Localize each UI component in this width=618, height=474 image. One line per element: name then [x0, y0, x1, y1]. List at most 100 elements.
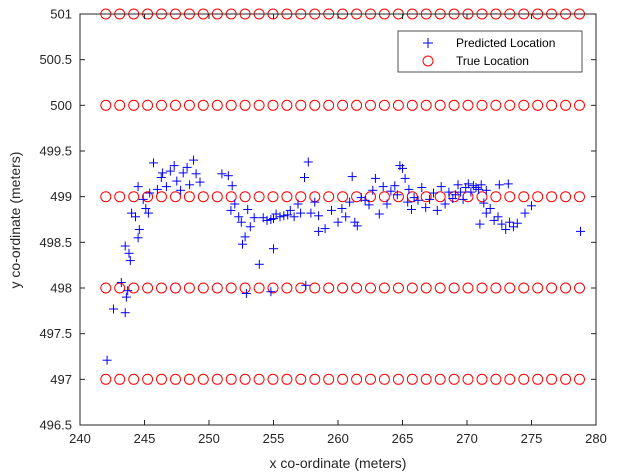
predicted-location-series — [102, 155, 585, 365]
true-location-point — [337, 191, 349, 203]
true-location-point — [253, 99, 265, 111]
true-location-point — [378, 99, 390, 111]
predicted-location-point — [392, 190, 402, 200]
predicted-location-point — [456, 187, 466, 197]
predicted-location-point — [378, 182, 388, 192]
true-location-point — [114, 99, 126, 111]
legend-plus-icon — [423, 38, 433, 48]
true-location-point — [378, 373, 390, 385]
true-location-point — [448, 99, 460, 111]
true-location-point — [406, 99, 418, 111]
predicted-location-point — [360, 195, 370, 205]
true-location-point — [476, 99, 488, 111]
predicted-location-point — [489, 215, 499, 225]
legend-label-predicted: Predicted Location — [456, 36, 555, 50]
true-location-point — [532, 191, 544, 203]
true-location-point — [156, 282, 167, 294]
true-location-point — [197, 99, 209, 111]
true-location-point — [560, 99, 572, 111]
x-tick-label: 245 — [134, 431, 156, 446]
true-location-point — [183, 99, 195, 111]
predicted-location-point — [158, 168, 168, 178]
true-location-point — [504, 282, 516, 294]
predicted-location-point — [347, 172, 357, 182]
true-location-point — [281, 373, 293, 385]
predicted-location-point — [320, 224, 330, 234]
true-location-point — [281, 99, 293, 111]
true-location-point — [295, 373, 307, 385]
true-location-point — [156, 373, 167, 385]
true-location-point — [406, 191, 418, 203]
predicted-location-point — [189, 155, 198, 165]
true-location-point — [518, 282, 530, 294]
predicted-location-point — [296, 208, 306, 218]
true-location-point — [309, 99, 321, 111]
predicted-location-point — [227, 181, 237, 191]
x-tick-label: 270 — [456, 431, 478, 446]
predicted-location-point — [429, 188, 438, 198]
true-location-point — [532, 99, 544, 111]
true-location-point — [420, 191, 432, 203]
predicted-location-point — [485, 204, 495, 213]
predicted-location-point — [217, 169, 227, 179]
x-tick-label: 240 — [69, 431, 91, 446]
true-location-point — [128, 191, 140, 203]
y-tick-label: 498.5 — [39, 235, 72, 250]
predicted-location-point — [116, 278, 126, 287]
true-location-point — [448, 282, 460, 294]
predicted-location-point — [254, 259, 264, 269]
predicted-location-point — [121, 292, 131, 302]
true-location-point — [197, 373, 209, 385]
true-location-point — [532, 373, 544, 385]
true-location-point — [337, 373, 349, 385]
true-location-point — [267, 373, 279, 385]
true-location-point — [462, 99, 474, 111]
predicted-location-point — [450, 190, 460, 200]
true-location-point — [406, 373, 418, 385]
true-location-point — [114, 373, 126, 385]
y-tick-label: 500.5 — [39, 52, 72, 67]
predicted-location-point — [382, 199, 392, 209]
true-location-point — [253, 373, 265, 385]
x-tick-label: 260 — [327, 431, 349, 446]
predicted-location-point — [156, 173, 166, 182]
true-location-point — [197, 282, 209, 294]
y-tick-label: 496.5 — [39, 418, 72, 433]
true-location-point — [323, 373, 335, 385]
true-location-point — [183, 282, 195, 294]
x-tick-label: 280 — [585, 431, 607, 446]
predicted-location-point — [266, 287, 276, 297]
true-location-point — [170, 99, 181, 111]
predicted-location-point — [314, 226, 324, 236]
predicted-location-point — [425, 194, 435, 204]
predicted-location-point — [109, 304, 118, 314]
predicted-location-point — [172, 176, 182, 186]
predicted-location-point — [494, 180, 504, 190]
true-location-point — [156, 191, 167, 203]
true-location-point — [560, 191, 572, 203]
predicted-location-point — [341, 212, 351, 222]
predicted-location-point — [123, 286, 133, 296]
predicted-location-point — [143, 208, 153, 218]
predicted-location-point — [368, 185, 378, 195]
predicted-location-point — [279, 211, 289, 221]
true-location-point — [239, 373, 251, 385]
y-tick-label: 497.5 — [39, 326, 72, 341]
legend: Predicted Location True Location — [397, 30, 583, 73]
y-tick-label: 501 — [50, 7, 72, 22]
true-location-point — [100, 373, 112, 385]
predicted-location-point — [226, 205, 236, 215]
true-location-point — [211, 282, 223, 294]
true-location-point — [560, 282, 572, 294]
predicted-location-point — [404, 184, 414, 194]
predicted-location-point — [505, 217, 515, 227]
legend-box — [397, 30, 583, 73]
predicted-location-point — [133, 233, 143, 243]
predicted-location-point — [503, 179, 513, 189]
predicted-location-point — [152, 184, 162, 194]
true-location-point — [183, 373, 195, 385]
predicted-location-point — [285, 205, 295, 215]
predicted-location-point — [249, 213, 259, 223]
y-axis-label: y co-ordinate (meters) — [7, 152, 23, 289]
